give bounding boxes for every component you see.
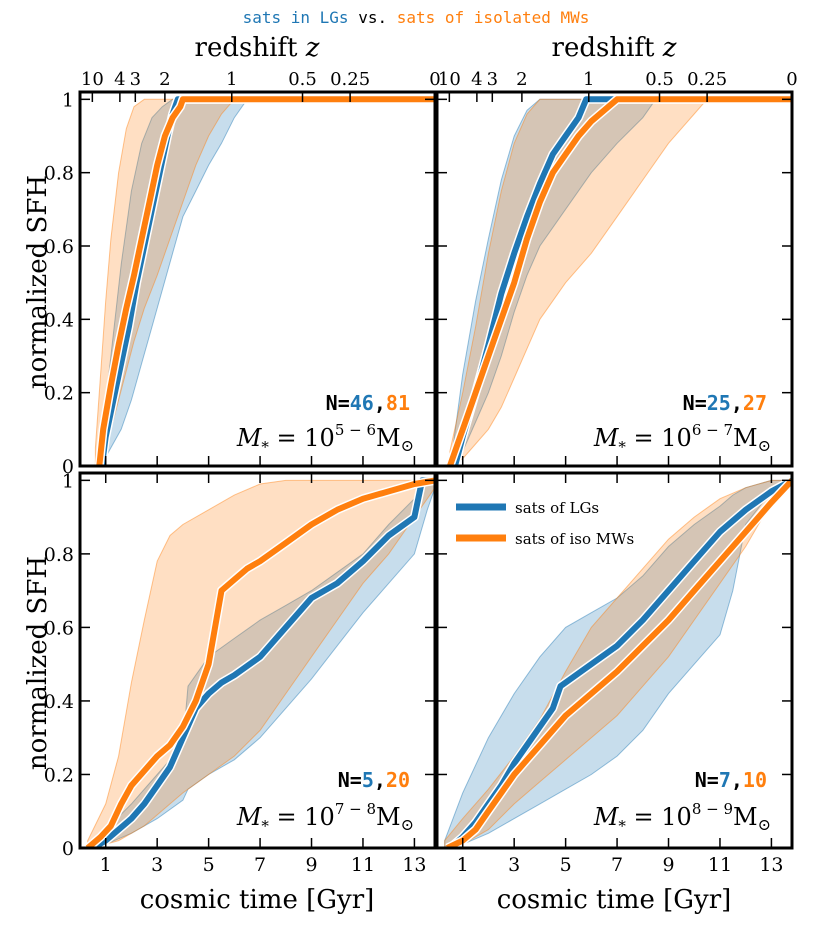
ylabel-top: normalized SFH <box>23 175 53 389</box>
z-tick-label: 0.25 <box>330 69 370 90</box>
x-tick-label: 11 <box>351 854 375 876</box>
axes-frame <box>435 471 794 850</box>
x-tick-label: 9 <box>662 854 674 876</box>
z-tick-label: 4 <box>471 69 482 90</box>
panel-mass-8-9: 1 3 5 7 9 11 13 <box>435 471 794 876</box>
y-tick-label: 0.2 <box>44 383 74 405</box>
z-tick-label: 10 <box>81 69 104 90</box>
z-tick-label: 0.5 <box>645 69 674 90</box>
y-tick-label: 0.8 <box>44 163 74 185</box>
x-tick-label: 1 <box>100 854 112 876</box>
x-tick-label: 7 <box>611 854 623 876</box>
mass-label-3: M* = 108 − 9M⊙ <box>593 800 771 835</box>
z-tick-label: 3 <box>487 69 498 90</box>
plot-area <box>94 94 435 466</box>
legend-label-iso: sats of iso MWs <box>515 530 634 548</box>
y-tick-label: 1 <box>62 470 74 492</box>
mass-label-1: M* = 106 − 7M⊙ <box>593 421 771 456</box>
y-tick-label: 0 <box>62 838 74 860</box>
z-tick-label: 0 <box>786 69 797 90</box>
z-tick-label: 0.5 <box>288 69 317 90</box>
title-vs-part: vs. <box>349 8 397 27</box>
figure-title: sats in LGs vs. sats of isolated MWs <box>243 8 590 27</box>
title-lg-part: sats in LGs <box>243 8 349 27</box>
x-tick-label: 11 <box>708 854 732 876</box>
x-tick-label: 13 <box>402 854 426 876</box>
z-tick-label: 2 <box>159 69 170 90</box>
title-iso-part: sats of isolated MWs <box>397 8 590 27</box>
z-tick-label: 10 <box>438 69 461 90</box>
count-label-2: N=5,20 <box>338 768 410 792</box>
plot-area <box>444 476 792 848</box>
x-tick-label: 3 <box>151 854 163 876</box>
y-tick-label: 0.4 <box>44 309 74 331</box>
line-iso <box>446 478 792 848</box>
legend-label-lg: sats of LGs <box>515 499 599 517</box>
y-tick-label: 0 <box>62 456 74 478</box>
redshift-label-right: redshift z <box>552 33 677 63</box>
z-tick-label: 2 <box>516 69 527 90</box>
line-iso <box>85 477 435 848</box>
x-tick-label: 5 <box>560 854 572 876</box>
legend: sats of LGs sats of iso MWs <box>456 499 634 548</box>
count-label-1: N=25,27 <box>683 391 767 415</box>
x-tick-label: 13 <box>759 854 783 876</box>
y-tick-label: 0.6 <box>44 236 74 258</box>
z-tick-label: 0 <box>429 69 440 90</box>
axes-frame <box>435 90 794 468</box>
line-iso <box>447 96 792 466</box>
y-tick-label: 0.8 <box>44 544 74 566</box>
x-tick-label: 3 <box>508 854 520 876</box>
axes-frame <box>78 471 437 850</box>
redshift-label-left: redshift z <box>195 33 320 63</box>
xlabel-left: cosmic time [Gyr] <box>140 885 375 915</box>
mass-label-2: M* = 107 − 8M⊙ <box>236 800 414 835</box>
y-tick-label: 0.2 <box>44 764 74 786</box>
plot-area <box>445 94 792 466</box>
x-tick-label: 5 <box>203 854 215 876</box>
y-tick-label: 0.4 <box>44 691 74 713</box>
z-tick-label: 1 <box>583 69 594 90</box>
x-tick-label: 9 <box>305 854 317 876</box>
x-tick-label: 7 <box>254 854 266 876</box>
z-tick-label: 0.25 <box>687 69 727 90</box>
plot-area <box>84 475 435 848</box>
y-tick-label: 1 <box>62 89 74 111</box>
z-tick-label: 1 <box>226 69 237 90</box>
panel-mass-6-7: 10 4 3 2 1 0.5 0.25 0 <box>435 69 798 468</box>
ylabel-bottom: normalized SFH <box>23 556 53 770</box>
count-label-3: N=7,10 <box>695 768 767 792</box>
line-iso <box>96 96 435 466</box>
mass-label-0: M* = 105 − 6M⊙ <box>236 421 414 456</box>
z-tick-label: 3 <box>130 69 141 90</box>
xlabel-right: cosmic time [Gyr] <box>497 885 732 915</box>
y-tick-label: 0.6 <box>44 617 74 639</box>
line-lg <box>91 477 435 848</box>
count-label-0: N=46,81 <box>326 391 410 415</box>
x-tick-label: 1 <box>457 854 469 876</box>
z-tick-label: 4 <box>114 69 125 90</box>
axes-frame <box>78 90 437 468</box>
panel-mass-5-6: 0 0.2 0.4 0.6 0.8 1 10 4 3 2 1 0.5 0.25 0 <box>44 69 441 478</box>
